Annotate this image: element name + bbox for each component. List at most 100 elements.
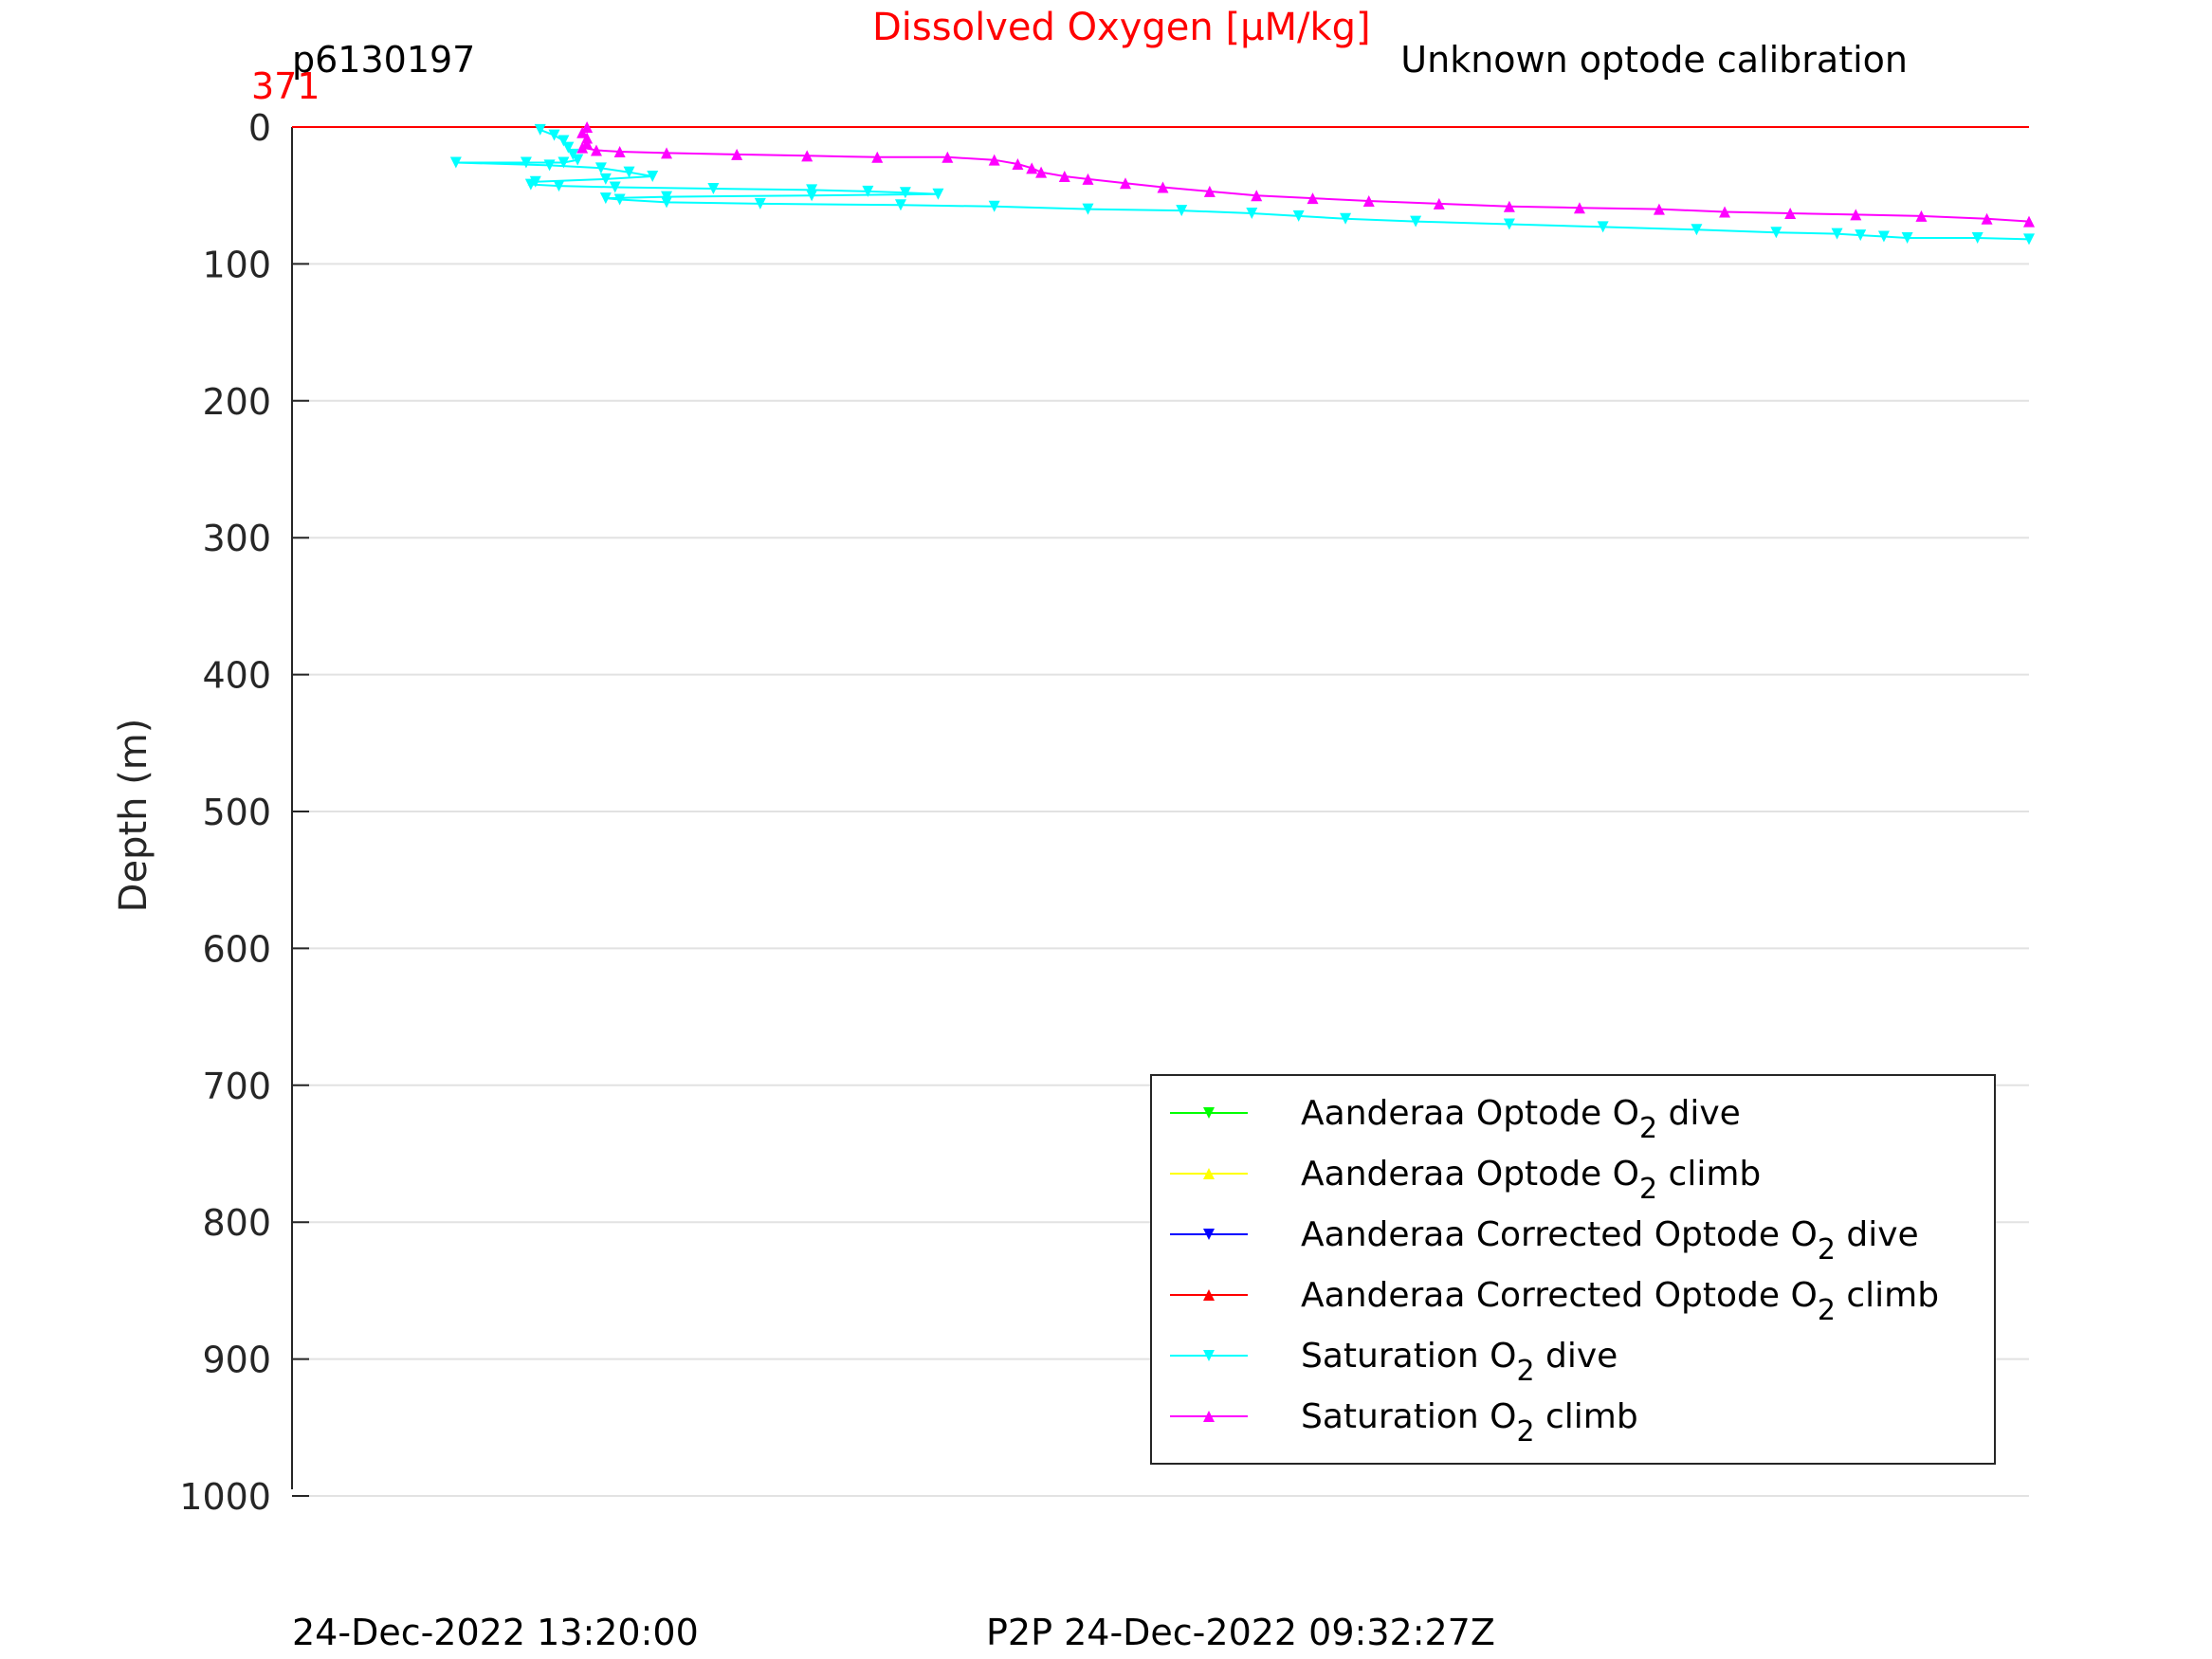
data-point bbox=[1719, 206, 1731, 218]
data-point bbox=[801, 150, 814, 162]
data-point bbox=[1653, 203, 1665, 215]
data-point bbox=[707, 182, 720, 194]
y-tick-label: 200 bbox=[202, 381, 271, 423]
chart-title: Dissolved Oxygen [μM/kg] bbox=[872, 6, 1371, 49]
data-point bbox=[613, 145, 626, 157]
data-point bbox=[661, 196, 673, 209]
data-point bbox=[613, 193, 626, 206]
data-point bbox=[1433, 197, 1445, 210]
y-tick-label: 600 bbox=[202, 928, 271, 970]
data-point bbox=[590, 144, 602, 156]
legend-entry: Aanderaa Optode O2 climb bbox=[1170, 1155, 1761, 1206]
data-point bbox=[2023, 215, 2035, 228]
data-point bbox=[1503, 218, 1515, 230]
data-point bbox=[1058, 170, 1070, 182]
data-point bbox=[1855, 229, 1867, 242]
data-point bbox=[1307, 192, 1319, 205]
legend-entry: Saturation O2 dive bbox=[1170, 1337, 1618, 1388]
data-point bbox=[754, 197, 766, 210]
subtitle-left: p6130197 bbox=[292, 39, 475, 81]
legend-label: Aanderaa Corrected Optode O2 climb bbox=[1301, 1276, 1939, 1327]
legend-label: Saturation O2 climb bbox=[1301, 1397, 1638, 1449]
data-point bbox=[1831, 228, 1843, 240]
data-point bbox=[1784, 207, 1797, 219]
data-point bbox=[558, 156, 570, 169]
data-point bbox=[599, 173, 612, 185]
data-point bbox=[899, 187, 911, 199]
y-tick-label: 100 bbox=[202, 244, 271, 285]
legend-entry: Aanderaa Corrected Optode O2 dive bbox=[1170, 1215, 1919, 1267]
data-point bbox=[543, 159, 556, 172]
data-point bbox=[1503, 200, 1515, 212]
y-tick-label: 900 bbox=[202, 1340, 271, 1381]
series-line bbox=[580, 126, 2030, 223]
legend-swatch-marker bbox=[1203, 1411, 1215, 1422]
data-point bbox=[1251, 190, 1263, 202]
footer-right: P2P 24-Dec-2022 09:32:27Z bbox=[986, 1612, 1495, 1653]
legend-swatch-marker bbox=[1203, 1229, 1215, 1240]
data-point bbox=[1573, 202, 1585, 214]
data-point bbox=[1597, 221, 1609, 233]
data-point bbox=[1012, 157, 1024, 170]
data-point bbox=[806, 190, 818, 202]
legend-swatch-marker bbox=[1203, 1107, 1215, 1119]
legend-label: Aanderaa Optode O2 climb bbox=[1301, 1155, 1761, 1206]
data-point bbox=[594, 162, 607, 174]
legend-entry: Saturation O2 climb bbox=[1170, 1397, 1638, 1449]
data-point bbox=[1410, 215, 1422, 228]
y-tick-label: 300 bbox=[202, 518, 271, 559]
data-point bbox=[988, 154, 1000, 166]
series-layer bbox=[449, 121, 2035, 246]
data-point bbox=[1915, 210, 1928, 222]
data-point bbox=[894, 199, 906, 211]
y-tick-label: 500 bbox=[202, 792, 271, 833]
data-point bbox=[558, 135, 570, 147]
legend-items: Aanderaa Optode O2 dive Aanderaa Optode O… bbox=[1170, 1094, 1939, 1449]
y-tick-label: 700 bbox=[202, 1066, 271, 1107]
data-point bbox=[1362, 194, 1375, 207]
data-point bbox=[1157, 181, 1169, 193]
legend-box bbox=[1150, 1074, 1996, 1465]
data-point bbox=[623, 166, 635, 178]
legend-swatch-marker bbox=[1203, 1350, 1215, 1361]
series-4 bbox=[449, 123, 2035, 246]
data-point bbox=[1203, 185, 1216, 197]
data-point bbox=[581, 121, 594, 133]
data-point bbox=[1035, 166, 1048, 178]
data-point bbox=[572, 154, 584, 166]
data-point bbox=[576, 141, 589, 154]
legend-label: Aanderaa Corrected Optode O2 dive bbox=[1301, 1215, 1919, 1267]
data-point bbox=[1877, 230, 1890, 243]
y-tick-label: 800 bbox=[202, 1202, 271, 1244]
data-point bbox=[1176, 205, 1188, 217]
data-point bbox=[1026, 162, 1038, 174]
data-point bbox=[1901, 231, 1913, 244]
data-point bbox=[941, 151, 954, 163]
data-point bbox=[731, 148, 743, 160]
legend-label: Aanderaa Optode O2 dive bbox=[1301, 1094, 1741, 1145]
data-point bbox=[548, 129, 560, 141]
legend-swatch-marker bbox=[1203, 1289, 1215, 1301]
y-axis-label: Depth (m) bbox=[112, 719, 155, 913]
data-point bbox=[1292, 210, 1305, 222]
data-point bbox=[524, 178, 537, 191]
y-tick-label: 0 bbox=[248, 107, 271, 149]
legend-entry: Aanderaa Corrected Optode O2 climb bbox=[1170, 1276, 1939, 1327]
data-point bbox=[871, 151, 884, 163]
data-point bbox=[988, 200, 1000, 212]
data-point bbox=[449, 156, 462, 169]
data-point bbox=[1981, 212, 1993, 225]
data-point bbox=[647, 170, 659, 182]
data-point bbox=[599, 192, 612, 205]
subtitle-right: Unknown optode calibration bbox=[1400, 39, 1908, 81]
data-point bbox=[2023, 233, 2035, 246]
legend-entry: Aanderaa Optode O2 dive bbox=[1170, 1094, 1741, 1145]
data-point bbox=[1850, 209, 1862, 221]
legend: Aanderaa Optode O2 dive Aanderaa Optode O… bbox=[1150, 1074, 1996, 1465]
y-tick-labels: 0 100 200 300 400 500 600 700 800 900 1000 bbox=[179, 107, 309, 1518]
x-max-label: 371 bbox=[251, 65, 320, 107]
data-point bbox=[520, 156, 532, 169]
data-point bbox=[1246, 207, 1258, 219]
data-point bbox=[1340, 212, 1352, 225]
